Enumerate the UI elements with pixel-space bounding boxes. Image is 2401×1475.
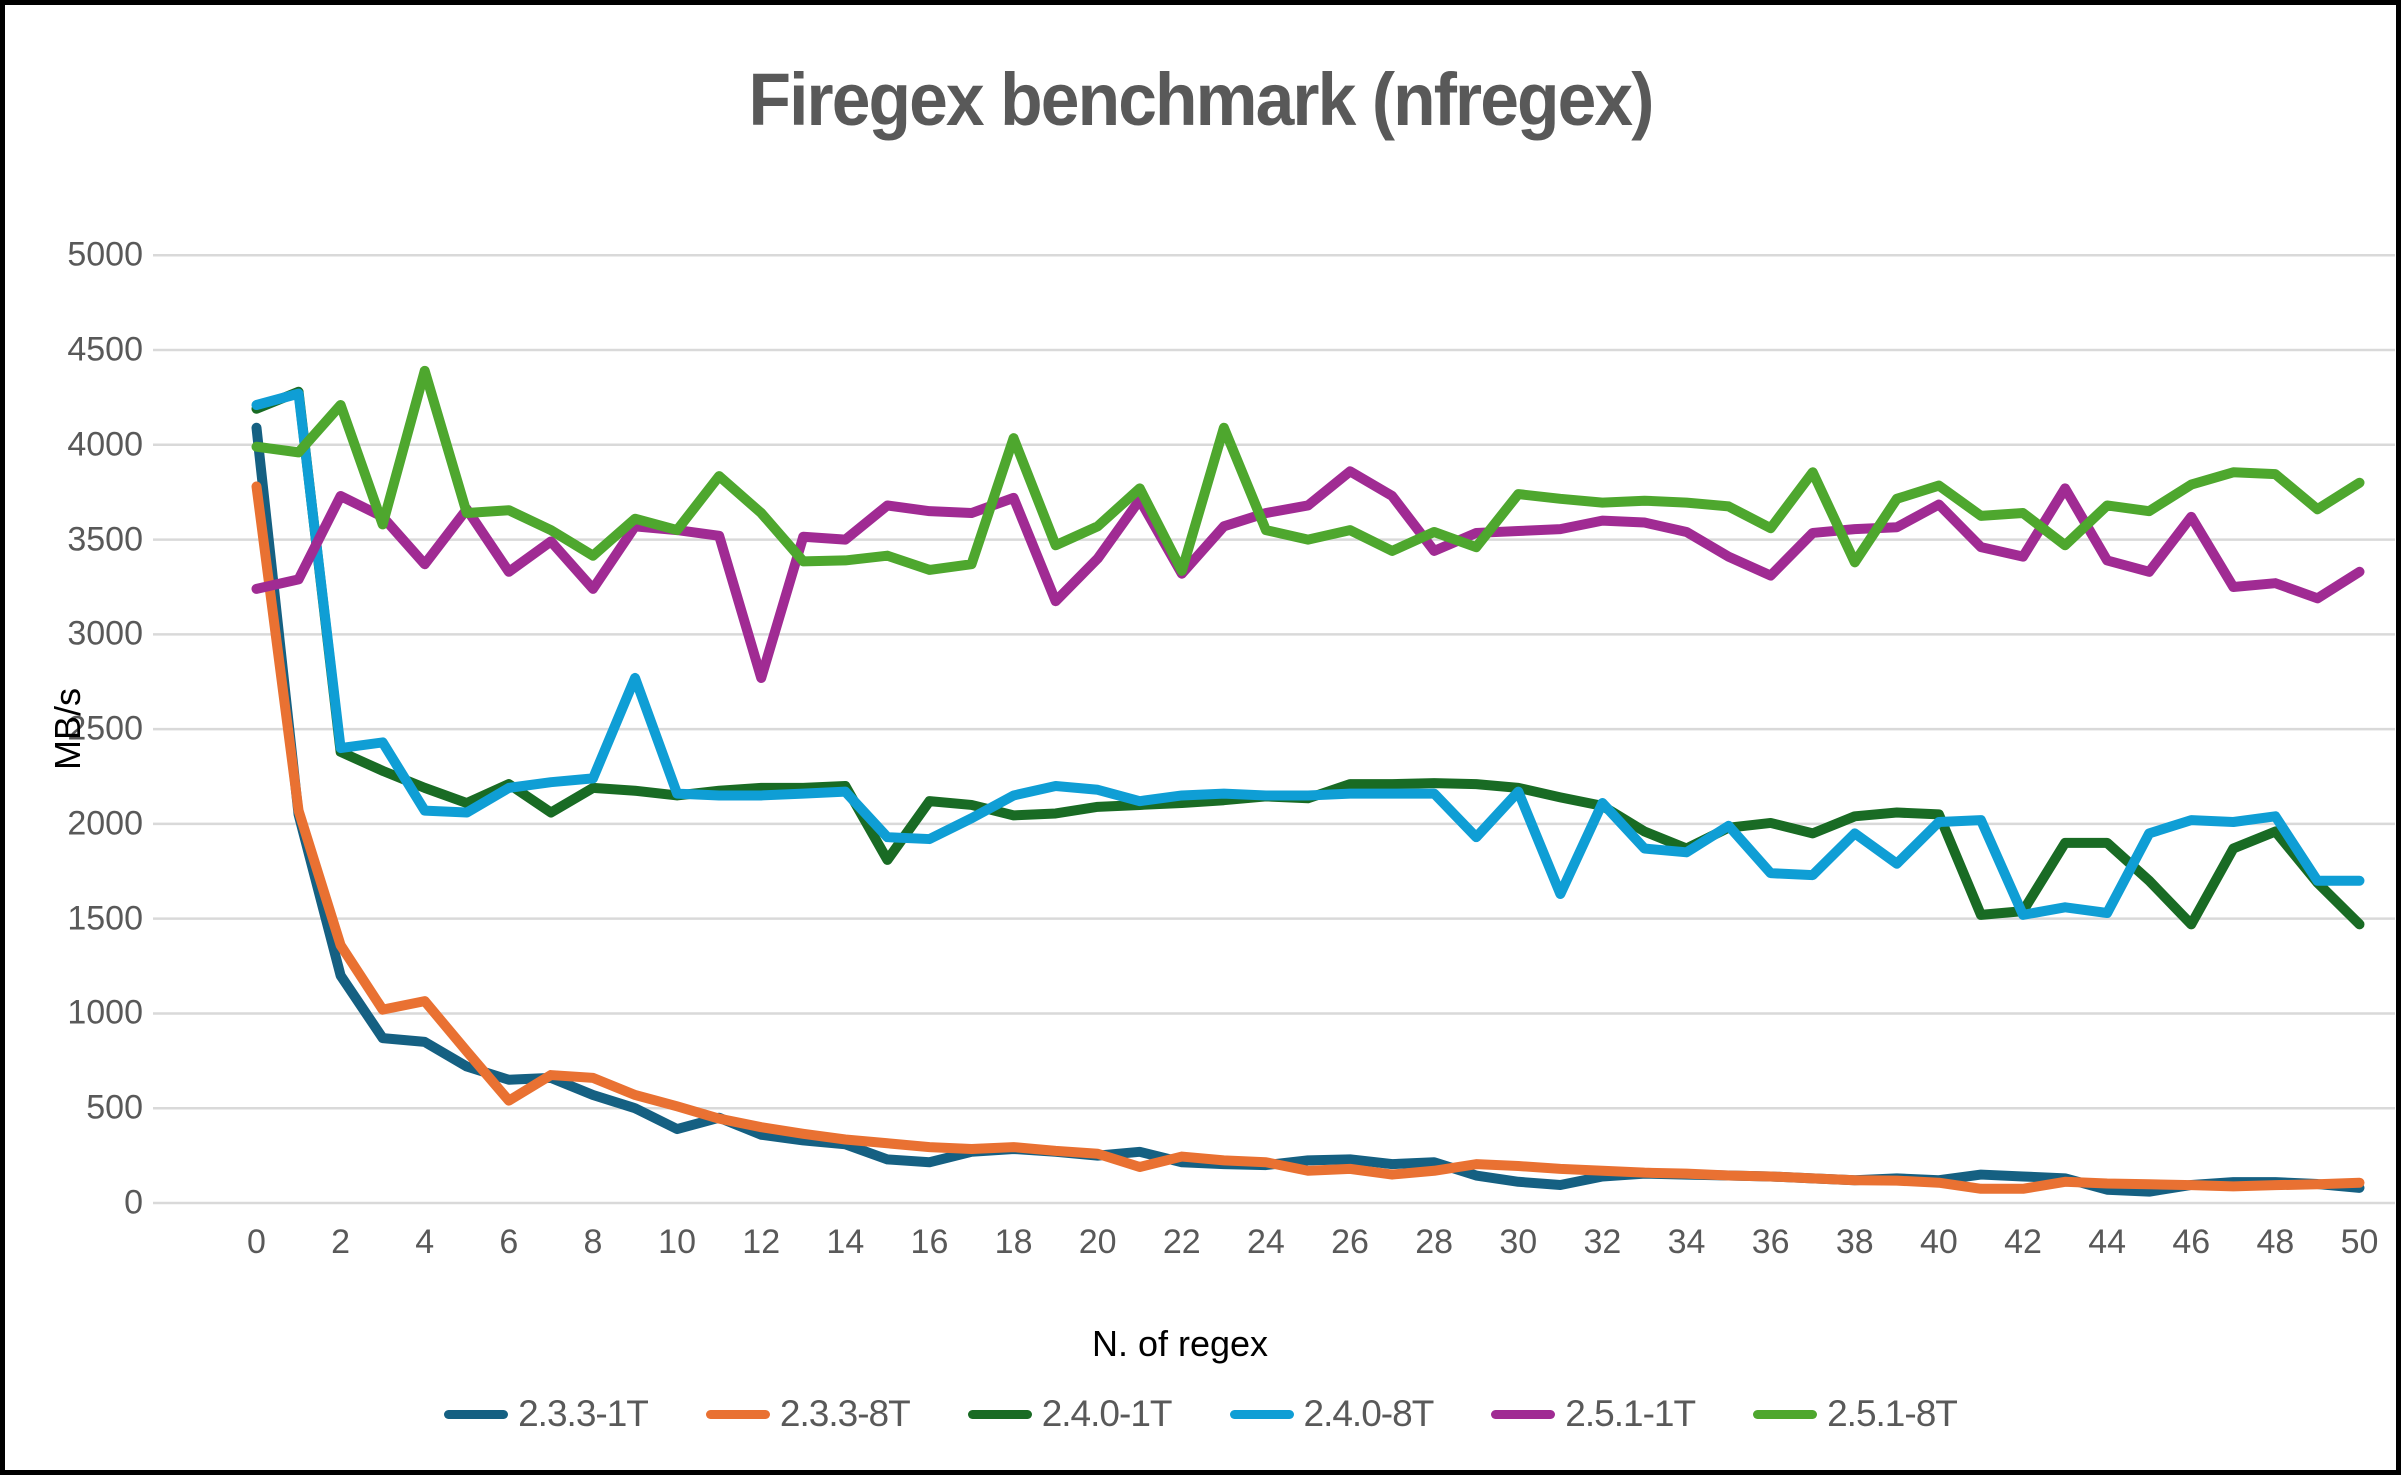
legend-label: 2.3.3-1T <box>518 1393 649 1434</box>
legend-label: 2.5.1-1T <box>1565 1393 1696 1434</box>
legend-item-2.5.1-8T: 2.5.1-8T <box>1753 1393 1958 1435</box>
x-tick-label-10: 10 <box>658 1223 696 1261</box>
x-tick-label-14: 14 <box>826 1223 865 1261</box>
x-tick-label-12: 12 <box>742 1223 781 1261</box>
y-tick-label-500: 500 <box>86 1088 143 1127</box>
x-tick-label-28: 28 <box>1415 1223 1454 1261</box>
series-line-2.3.3-8T <box>251 481 2365 1194</box>
x-tick-label-44: 44 <box>2088 1223 2127 1261</box>
legend-item-2.3.3-8T: 2.3.3-8T <box>705 1393 911 1435</box>
legend-item-2.3.3-1T: 2.3.3-1T <box>444 1393 649 1435</box>
x-tick-label-20: 20 <box>1078 1223 1117 1261</box>
legend: 2.3.3-1T 2.3.3-8T 2.4.0-1T 2.4.0-8T 2.5.1-1T… <box>5 1393 2396 1435</box>
y-tick-label-4500: 4500 <box>67 330 143 369</box>
legend-swatch-icon <box>1753 1409 1818 1419</box>
x-tick-label-2: 2 <box>331 1223 351 1261</box>
y-tick-label-4000: 4000 <box>67 425 143 464</box>
chart-title: Firegex benchmark (nfregex) <box>748 58 1654 141</box>
series-lines <box>251 365 2365 1197</box>
x-tick-label-4: 4 <box>415 1223 435 1261</box>
y-tick-label-0: 0 <box>124 1183 143 1222</box>
legend-label: 2.4.0-1T <box>1041 1393 1173 1434</box>
x-tick-label-0: 0 <box>247 1223 266 1261</box>
x-tick-label-48: 48 <box>2256 1223 2295 1261</box>
legend-item-2.4.0-1T: 2.4.0-1T <box>967 1393 1173 1435</box>
x-tick-label-18: 18 <box>994 1223 1033 1261</box>
series-line-2.5.1-8T <box>251 365 2365 576</box>
x-tick-label-22: 22 <box>1162 1223 1201 1261</box>
y-tick-label-1000: 1000 <box>67 993 143 1032</box>
x-tick-label-30: 30 <box>1499 1223 1538 1261</box>
legend-swatch-icon <box>444 1409 509 1419</box>
y-tick-label-2500: 2500 <box>67 709 143 748</box>
legend-swatch-icon <box>967 1409 1032 1419</box>
legend-swatch-icon <box>1491 1409 1556 1419</box>
x-tick-label-6: 6 <box>499 1223 519 1261</box>
y-tick-label-1500: 1500 <box>67 899 143 938</box>
x-tick-label-26: 26 <box>1331 1223 1369 1261</box>
x-tick-label-46: 46 <box>2172 1223 2211 1261</box>
series-line-2.4.0-1T <box>251 386 2365 930</box>
x-tick-label-24: 24 <box>1247 1223 1285 1261</box>
x-tick-label-36: 36 <box>1751 1223 1790 1261</box>
y-tick-label-5000: 5000 <box>67 235 143 274</box>
x-tick-label-32: 32 <box>1583 1223 1622 1261</box>
legend-swatch-icon <box>1229 1409 1294 1419</box>
legend-label: 2.5.1-8T <box>1827 1393 1958 1434</box>
legend-item-2.4.0-8T: 2.4.0-8T <box>1229 1393 1435 1435</box>
x-axis-title: N. of regex <box>1091 1323 1269 1364</box>
x-tick-label-38: 38 <box>1835 1223 1874 1261</box>
x-tick-label-34: 34 <box>1667 1223 1706 1261</box>
y-tick-label-3500: 3500 <box>67 520 143 559</box>
series-line-2.5.1-1T <box>251 466 2365 683</box>
legend-swatch-icon <box>705 1409 770 1419</box>
series-line-2.3.3-1T <box>251 422 2365 1197</box>
legend-label: 2.3.3-8T <box>779 1393 911 1434</box>
gridlines <box>153 254 2395 1205</box>
x-tick-label-50: 50 <box>2340 1223 2379 1261</box>
series-line-2.4.0-8T <box>251 388 2365 920</box>
x-tick-label-8: 8 <box>583 1223 603 1261</box>
y-axis-title: MB/s <box>47 687 89 771</box>
y-tick-label-3000: 3000 <box>67 614 143 653</box>
y-tick-label-2000: 2000 <box>67 804 143 843</box>
legend-label: 2.4.0-8T <box>1303 1393 1435 1434</box>
x-tick-label-40: 40 <box>1919 1223 1958 1261</box>
x-tick-label-16: 16 <box>910 1223 949 1261</box>
plot-area <box>153 254 2395 1205</box>
x-tick-label-42: 42 <box>2004 1223 2042 1261</box>
legend-item-2.5.1-1T: 2.5.1-1T <box>1491 1393 1696 1435</box>
